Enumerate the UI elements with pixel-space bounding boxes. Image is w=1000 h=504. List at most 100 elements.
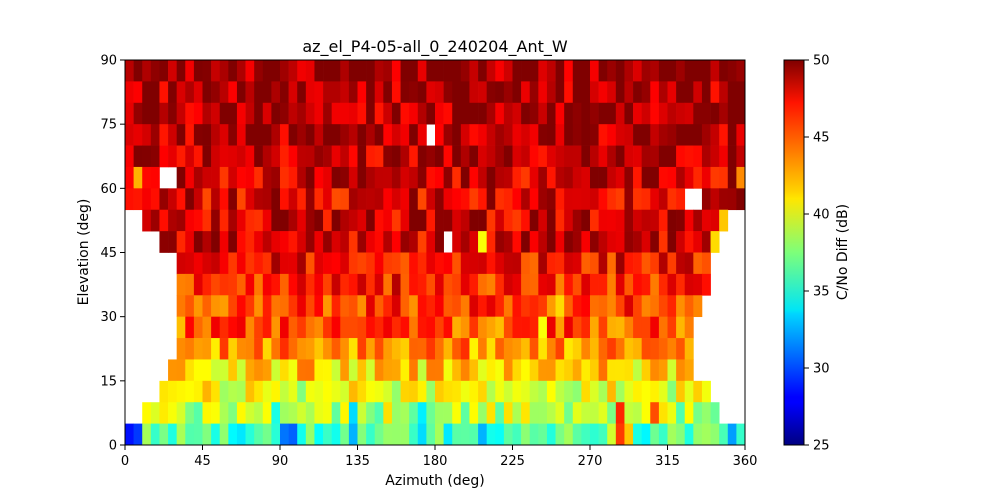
heatmap-cell xyxy=(667,295,677,318)
heatmap-cell xyxy=(374,81,384,104)
heatmap-cell xyxy=(133,145,143,168)
heatmap-cell xyxy=(676,380,686,403)
heatmap-cell xyxy=(409,273,419,296)
heatmap-cell xyxy=(236,81,246,104)
heatmap-cell xyxy=(503,316,513,339)
heatmap-cell xyxy=(262,273,272,296)
heatmap-cell xyxy=(374,145,384,168)
heatmap-cell xyxy=(693,145,703,168)
heatmap-cell xyxy=(684,273,694,296)
heatmap-cell xyxy=(426,295,436,318)
heatmap-cell xyxy=(736,188,746,211)
heatmap-cell xyxy=(245,102,255,125)
heatmap-cell xyxy=(435,252,444,275)
heatmap-cell xyxy=(219,338,229,360)
heatmap-cell xyxy=(529,102,539,125)
heatmap-cell xyxy=(555,359,565,382)
heatmap-cell xyxy=(211,252,221,275)
heatmap-cell xyxy=(193,338,203,360)
heatmap-cell xyxy=(357,188,367,211)
heatmap-cell xyxy=(521,231,531,253)
heatmap-cell xyxy=(323,338,333,360)
heatmap-cell xyxy=(452,252,462,275)
heatmap-cell xyxy=(271,188,281,211)
heatmap-cell xyxy=(193,402,203,424)
heatmap-cell xyxy=(228,188,238,211)
heatmap-cell xyxy=(314,338,324,360)
heatmap-cell xyxy=(624,81,634,104)
heatmap-cell xyxy=(297,338,307,360)
heatmap-cell xyxy=(727,145,737,168)
heatmap-cell xyxy=(357,166,367,189)
heatmap-cell xyxy=(658,209,668,232)
heatmap-cell xyxy=(245,380,255,403)
heatmap-cell xyxy=(426,252,436,275)
heatmap-cell xyxy=(538,316,548,339)
heatmap-cell xyxy=(581,145,591,168)
heatmap-cell xyxy=(590,60,599,82)
heatmap-cell xyxy=(581,124,591,146)
heatmap-cell xyxy=(254,102,264,125)
heatmap-cell xyxy=(590,380,599,403)
heatmap-cell xyxy=(383,124,393,146)
heatmap-cell xyxy=(245,423,255,446)
heatmap-cell xyxy=(452,102,462,125)
heatmap-cell xyxy=(572,423,582,446)
heatmap-cell xyxy=(529,145,539,168)
heatmap-cell xyxy=(348,102,358,125)
heatmap-cell xyxy=(331,231,341,253)
heatmap-cell xyxy=(460,316,470,339)
heatmap-cell xyxy=(503,60,513,82)
heatmap-cell xyxy=(366,359,376,382)
heatmap-cell xyxy=(641,60,651,82)
heatmap-cell xyxy=(443,188,453,211)
heatmap-cell xyxy=(245,81,255,104)
heatmap-cell xyxy=(193,209,203,232)
heatmap-cell xyxy=(572,102,582,125)
heatmap-cell xyxy=(658,252,668,275)
heatmap-cell xyxy=(331,102,341,125)
heatmap-cell xyxy=(495,359,505,382)
heatmap-cell xyxy=(736,166,746,189)
heatmap-cell xyxy=(400,166,410,189)
heatmap-cell xyxy=(469,423,479,446)
heatmap-cell xyxy=(245,231,255,253)
heatmap-cell xyxy=(684,145,694,168)
heatmap-cell xyxy=(512,188,522,211)
heatmap-cell xyxy=(271,338,281,360)
heatmap-cell xyxy=(228,316,238,339)
heatmap-cell xyxy=(658,102,668,125)
heatmap-cell xyxy=(555,209,565,232)
heatmap-cell xyxy=(202,338,212,360)
heatmap-cell xyxy=(435,359,444,382)
heatmap-cell xyxy=(503,209,513,232)
heatmap-cell xyxy=(340,295,350,318)
heatmap-cell xyxy=(236,231,246,253)
heatmap-cell xyxy=(529,124,539,146)
heatmap-cell xyxy=(719,102,729,125)
heatmap-cell xyxy=(245,359,255,382)
heatmap-cell xyxy=(323,145,333,168)
heatmap-cell xyxy=(598,188,608,211)
heatmap-cell xyxy=(667,102,677,125)
heatmap-cell xyxy=(219,209,229,232)
heatmap-cell xyxy=(168,231,178,253)
heatmap-cell xyxy=(280,209,289,232)
heatmap-cell xyxy=(271,273,281,296)
heatmap-cell xyxy=(503,231,513,253)
heatmap-cell xyxy=(340,252,350,275)
heatmap-cell xyxy=(624,231,634,253)
heatmap-cell xyxy=(348,402,358,424)
heatmap-cell xyxy=(564,252,574,275)
heatmap-cell xyxy=(271,166,281,189)
heatmap-cell xyxy=(348,380,358,403)
heatmap-cell xyxy=(486,209,496,232)
heatmap-cell xyxy=(125,188,134,211)
heatmap-cell xyxy=(590,295,599,318)
heatmap-cell xyxy=(555,166,565,189)
heatmap-cell xyxy=(340,209,350,232)
heatmap-cell xyxy=(555,316,565,339)
heatmap-cell xyxy=(331,60,341,82)
heatmap-cell xyxy=(710,124,720,146)
heatmap-cell xyxy=(658,423,668,446)
